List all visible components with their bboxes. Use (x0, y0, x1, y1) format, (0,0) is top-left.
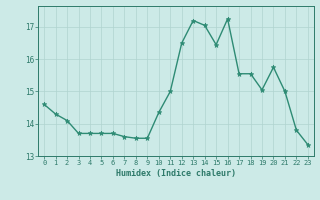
X-axis label: Humidex (Indice chaleur): Humidex (Indice chaleur) (116, 169, 236, 178)
